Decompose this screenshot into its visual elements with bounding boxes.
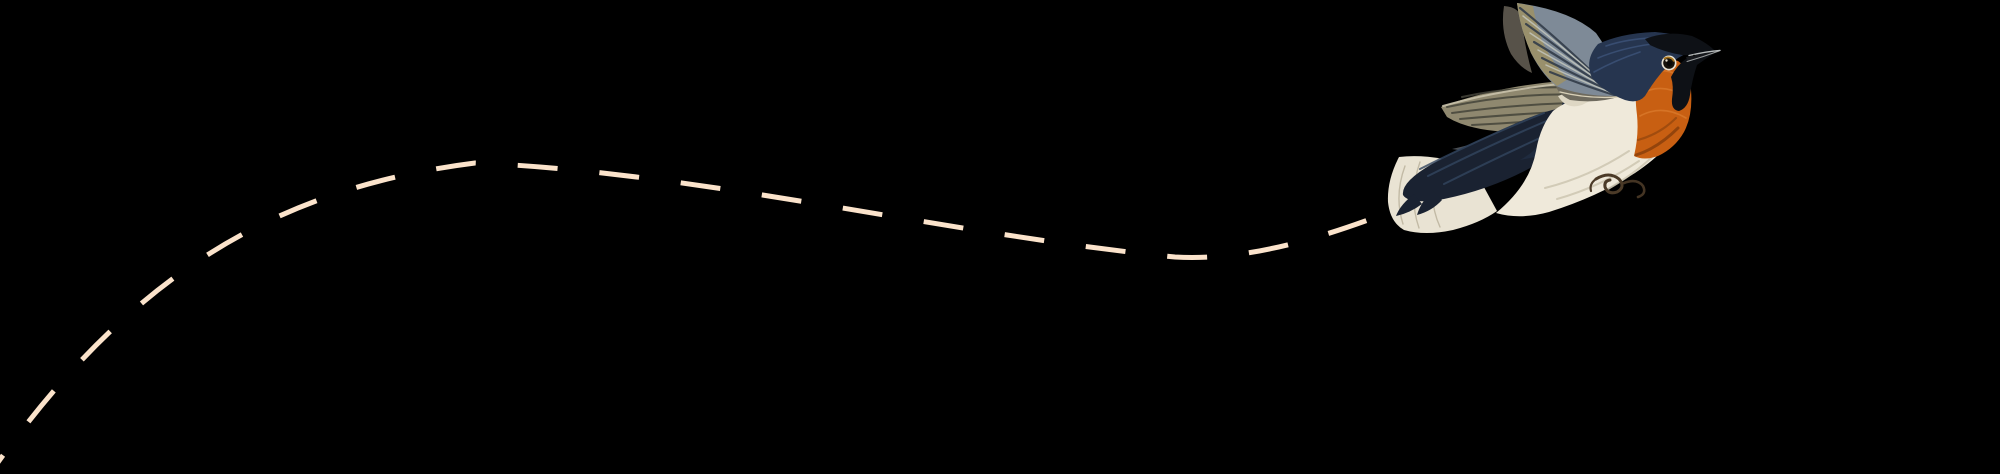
tail-dark-tip-1	[1396, 194, 1422, 216]
bird-head	[1589, 32, 1716, 111]
tail-dark-tip-2	[1417, 190, 1442, 215]
beak-gape-line	[1686, 50, 1720, 62]
bird-beak	[1686, 49, 1722, 62]
beak-ridge-highlight	[1688, 49, 1721, 57]
bird-feet	[1589, 173, 1646, 199]
bird-tail	[1387, 107, 1572, 233]
bird-eye	[1661, 55, 1677, 71]
chest-deep-edge	[1636, 116, 1678, 142]
eye-iris-arc	[1663, 56, 1675, 62]
flight-path	[0, 160, 1401, 464]
chest-bottom-shadow	[1634, 126, 1680, 157]
head-mask	[1671, 52, 1716, 111]
eye-pupil	[1666, 60, 1673, 67]
tail-dark-fan	[1402, 107, 1572, 202]
eye-highlight	[1665, 59, 1668, 62]
raised-wing-underlayer	[1502, 6, 1532, 73]
belly-shape	[1496, 92, 1680, 217]
head-cap	[1645, 33, 1716, 56]
beak-nostril	[1693, 54, 1695, 57]
raised-wing-covert-tip	[1559, 91, 1619, 99]
foot-curl-main	[1594, 173, 1624, 195]
foot-claw	[1589, 177, 1598, 193]
bird-illustration	[1387, 3, 1722, 233]
foot-curl-back	[1622, 179, 1646, 199]
